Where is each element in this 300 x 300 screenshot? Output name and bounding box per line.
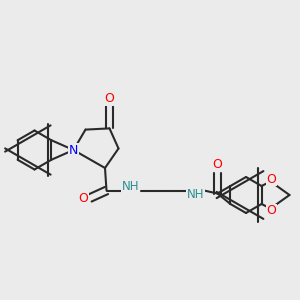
Text: O: O <box>213 158 222 172</box>
Text: NH: NH <box>122 180 139 194</box>
Text: O: O <box>105 92 114 105</box>
Text: O: O <box>266 172 276 186</box>
Text: N: N <box>69 143 78 157</box>
Text: NH: NH <box>187 188 204 202</box>
Text: O: O <box>266 204 276 218</box>
Text: O: O <box>79 191 88 205</box>
